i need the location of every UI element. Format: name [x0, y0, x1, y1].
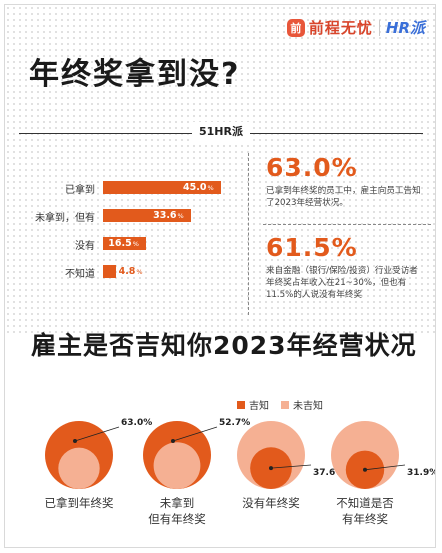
circle-category-label: 有年终奖 — [342, 512, 388, 526]
bar-value-number: 4.8 — [118, 266, 136, 277]
legend-swatch-light — [281, 400, 289, 409]
legend-item-informed: 吉知 — [237, 397, 269, 412]
brand-logo: 前 前程无忧 — [286, 17, 373, 38]
bar-value-unit: % — [177, 212, 184, 220]
circle-inner — [58, 447, 100, 489]
highlight-text-2: 来自金融（银行/保险/投资）行业受访者年终奖占年收入在21~30%，但也有11.… — [266, 266, 418, 300]
bar — [103, 237, 147, 250]
bar-value-unit: % — [136, 268, 143, 276]
highlight-text-1: 已拿到年终奖的员工中，雇主向员工告知了2023年经营状况。 — [266, 186, 421, 208]
section-title: 雇主是否吉知你2023年经营状况 — [31, 331, 417, 360]
bar — [103, 181, 221, 194]
brand-name-2: HR派 — [385, 19, 425, 37]
bar-category-label: 未拿到，但有 — [35, 213, 95, 224]
callout-line — [172, 426, 218, 442]
bar-value-unit: % — [132, 240, 139, 248]
bar-chart: 已拿到 45.0% 未拿到，但有 33.6% 没有 16.5% 不知道 4.8% — [5, 5, 435, 335]
legend-swatch-dark — [237, 400, 245, 409]
brand-name: 前程无忧 — [308, 19, 373, 37]
circle-category-label: 不知道是否 — [336, 496, 394, 510]
dotted-background — [5, 5, 435, 335]
circle-value-label: 37.6% — [313, 468, 344, 478]
bar-value-label: 33.6% — [153, 209, 184, 223]
source-badge: 51HR派 — [192, 122, 250, 142]
bar-value-unit: % — [207, 184, 214, 192]
bar-value-number: 45.0 — [183, 182, 207, 193]
bar-category-label: 不知道 — [65, 269, 95, 280]
circle-value-label: 63.0% — [121, 418, 152, 428]
legend-item-not-informed: 未吉知 — [281, 397, 323, 412]
circle-category-label: 没有年终奖 — [242, 496, 300, 510]
logo-divider — [378, 19, 380, 36]
chart-legend: 吉知 未吉知 — [237, 397, 323, 412]
bar-value-label: 4.8% — [119, 265, 143, 279]
circle-category-label: 但有年终奖 — [148, 512, 206, 526]
legend-label-not-informed: 未吉知 — [293, 401, 323, 412]
callout-line — [364, 464, 406, 471]
highlight-value-2: 61.5% — [266, 233, 358, 262]
circle-category-label: 已拿到年终奖 — [45, 496, 114, 510]
logo-bar: 前 前程无忧 HR派 — [286, 17, 425, 38]
callout-line — [270, 464, 312, 469]
bar — [103, 209, 192, 222]
bar-category-label: 已拿到 — [65, 185, 95, 196]
highlight-value-1: 63.0% — [266, 153, 358, 182]
circle-category-label: 未拿到 — [160, 496, 195, 510]
highlight-divider-horizontal — [263, 224, 431, 225]
bar-value-label: 45.0% — [183, 181, 214, 195]
brand-mark-icon: 前 — [286, 18, 305, 37]
page-title: 年终奖拿到没? — [29, 57, 241, 92]
legend-label-informed: 吉知 — [249, 401, 269, 412]
bar-category-label: 没有 — [75, 241, 95, 252]
circle-value-label: 31.9% — [407, 468, 436, 478]
bar — [103, 265, 116, 278]
infographic: 前 前程无忧 HR派 年终奖拿到没? 51HR派 已拿到 45.0% 未拿到，但有 3… — [4, 4, 436, 548]
bar-value-number: 33.6 — [153, 210, 177, 221]
highlight-divider-vertical — [248, 153, 249, 315]
circle-inner — [153, 442, 201, 490]
bar-value-number: 16.5 — [108, 238, 132, 249]
circle-value-label: 52.7% — [219, 418, 250, 428]
bar-value-label: 16.5% — [108, 237, 139, 251]
callout-line — [74, 426, 120, 442]
